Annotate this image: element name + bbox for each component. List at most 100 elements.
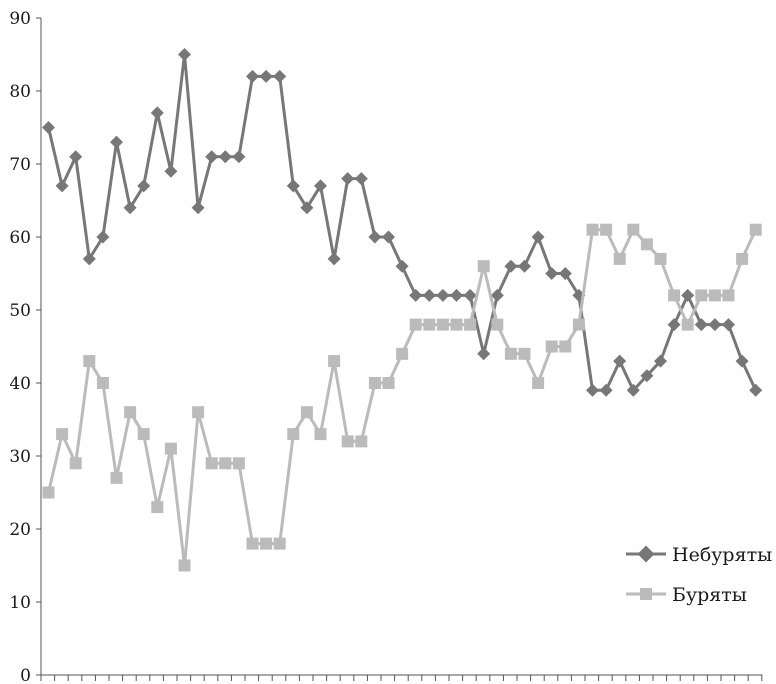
data-point-square [613,252,626,265]
data-point-diamond [708,318,722,332]
data-point-square [518,347,531,360]
data-point-square [681,318,694,331]
data-point-square [532,377,545,389]
data-point-square [477,260,490,273]
data-point-diamond [517,259,532,273]
data-point-diamond [245,69,260,83]
data-point-diamond [41,120,56,135]
data-point-square [341,435,354,448]
data-point-diamond [82,252,96,266]
series-0 [41,47,763,397]
data-point-diamond [694,318,708,332]
data-point-diamond [191,201,205,215]
legend: Небуряты Буряты [626,544,772,606]
data-point-diamond [749,383,763,397]
data-point-diamond [341,172,355,186]
data-point-diamond [218,150,232,164]
data-point-square [382,377,395,389]
data-point-diamond [613,354,627,368]
legend-item-buryat: Буряты [626,584,747,606]
data-point-square [69,457,82,470]
data-point-square [110,471,123,484]
data-point-square [314,428,327,441]
legend-label-nebury: Небуряты [672,544,772,566]
data-point-square [708,289,721,302]
data-point-square [722,289,735,302]
y-tick-label: 80 [9,82,31,102]
y-tick-label: 60 [9,228,31,248]
data-point-square [219,457,232,470]
data-point-diamond [599,383,613,397]
data-point-square [192,406,205,419]
data-point-square [736,252,749,265]
data-point-square [273,537,286,550]
data-point-diamond [381,230,396,244]
legend-item-nebury: Небуряты [626,544,772,566]
data-point-diamond [55,179,69,193]
data-point-diamond [327,252,341,266]
data-point-diamond [259,69,273,83]
y-tick-label: 10 [9,593,31,613]
data-point-square [572,318,585,331]
data-point-square [559,340,572,353]
y-tick-label: 70 [9,155,31,175]
data-point-diamond [354,172,368,186]
data-point-square [409,318,422,331]
data-point-diamond [449,288,464,302]
data-point-square [640,238,653,251]
data-point-square [96,377,109,389]
data-point-diamond [640,369,654,383]
data-point-diamond [205,150,219,164]
data-point-diamond [531,230,545,244]
data-point-square [423,318,436,331]
data-point-square [232,457,245,470]
data-point-square [124,406,137,419]
data-point-square [450,318,463,331]
data-point-diamond [463,288,477,302]
series-line-1 [47,228,758,567]
legend-label-buryat: Буряты [672,584,747,606]
data-point-diamond [585,383,600,397]
axes: 0 10 20 30 40 50 60 70 80 90 [9,9,763,684]
data-point-square [436,318,449,331]
data-point-diamond [177,47,192,62]
data-point-square [654,252,667,265]
data-point-diamond [545,266,559,281]
legend-marker-nebury [637,545,655,563]
data-point-square [491,318,504,331]
data-point-square [464,318,477,331]
data-point-square [205,457,218,470]
data-point-square [396,347,409,360]
data-point-square [355,435,368,448]
y-tick-label: 20 [9,520,31,540]
data-point-square [246,537,259,550]
data-point-square [627,223,640,236]
y-tick-label: 50 [9,301,31,321]
series-1 [42,223,762,572]
series-layer [41,47,763,572]
data-point-diamond [504,259,518,273]
data-point-square [178,559,191,572]
data-point-square [600,223,613,236]
data-point-square [83,355,96,368]
data-point-square [164,442,177,455]
y-tick-label: 40 [9,374,31,394]
data-point-square [300,406,313,419]
data-point-diamond [409,288,423,302]
data-point-diamond [69,150,83,164]
data-point-diamond [477,347,491,361]
data-point-square [328,355,341,368]
data-point-square [586,223,599,236]
data-point-diamond [653,354,668,368]
data-point-square [545,340,558,353]
data-point-square [56,428,69,441]
data-point-square [368,377,381,389]
data-point-diamond [436,288,450,302]
series-line-0 [47,53,758,392]
data-point-square [695,289,708,302]
data-point-diamond [735,354,749,368]
data-point-diamond [721,318,736,332]
y-tick-label: 90 [9,9,31,29]
data-point-diamond [313,179,328,193]
y-tick-label: 30 [9,447,31,467]
